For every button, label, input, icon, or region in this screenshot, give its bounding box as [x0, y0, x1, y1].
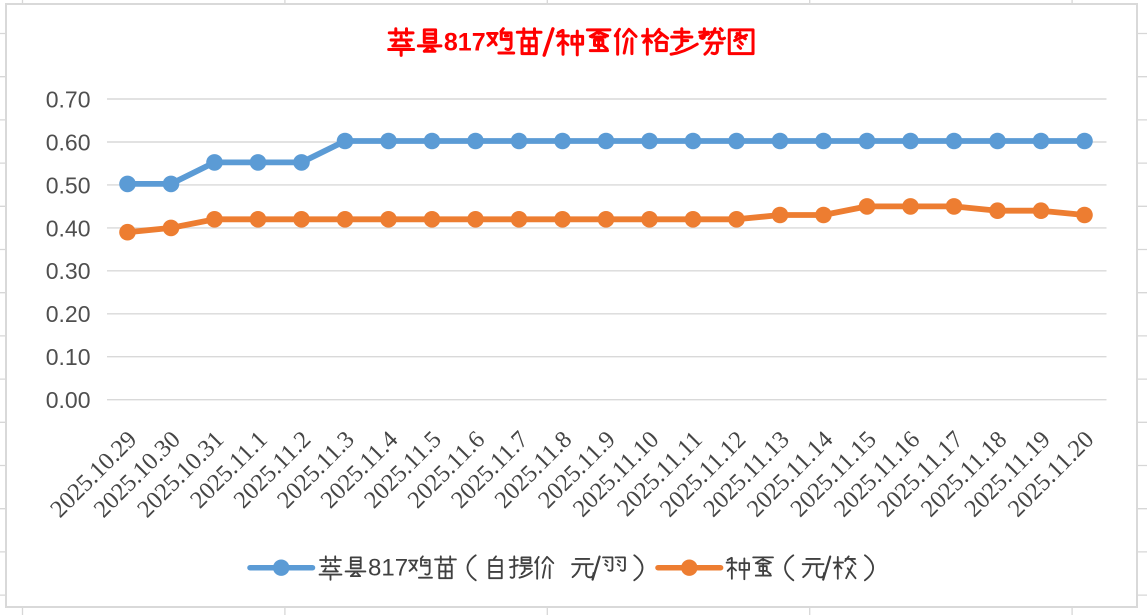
svg-text:0.70: 0.70 [46, 86, 91, 112]
svg-text:0.60: 0.60 [46, 129, 91, 155]
svg-text:0.30: 0.30 [46, 258, 91, 284]
svg-text:817: 817 [444, 28, 486, 56]
svg-text:0.20: 0.20 [46, 301, 91, 327]
svg-text:0.00: 0.00 [46, 387, 91, 413]
svg-text:0.50: 0.50 [46, 172, 91, 198]
svg-text:0.10: 0.10 [46, 344, 91, 370]
svg-text:817: 817 [368, 554, 408, 581]
svg-text:0.40: 0.40 [46, 215, 91, 241]
